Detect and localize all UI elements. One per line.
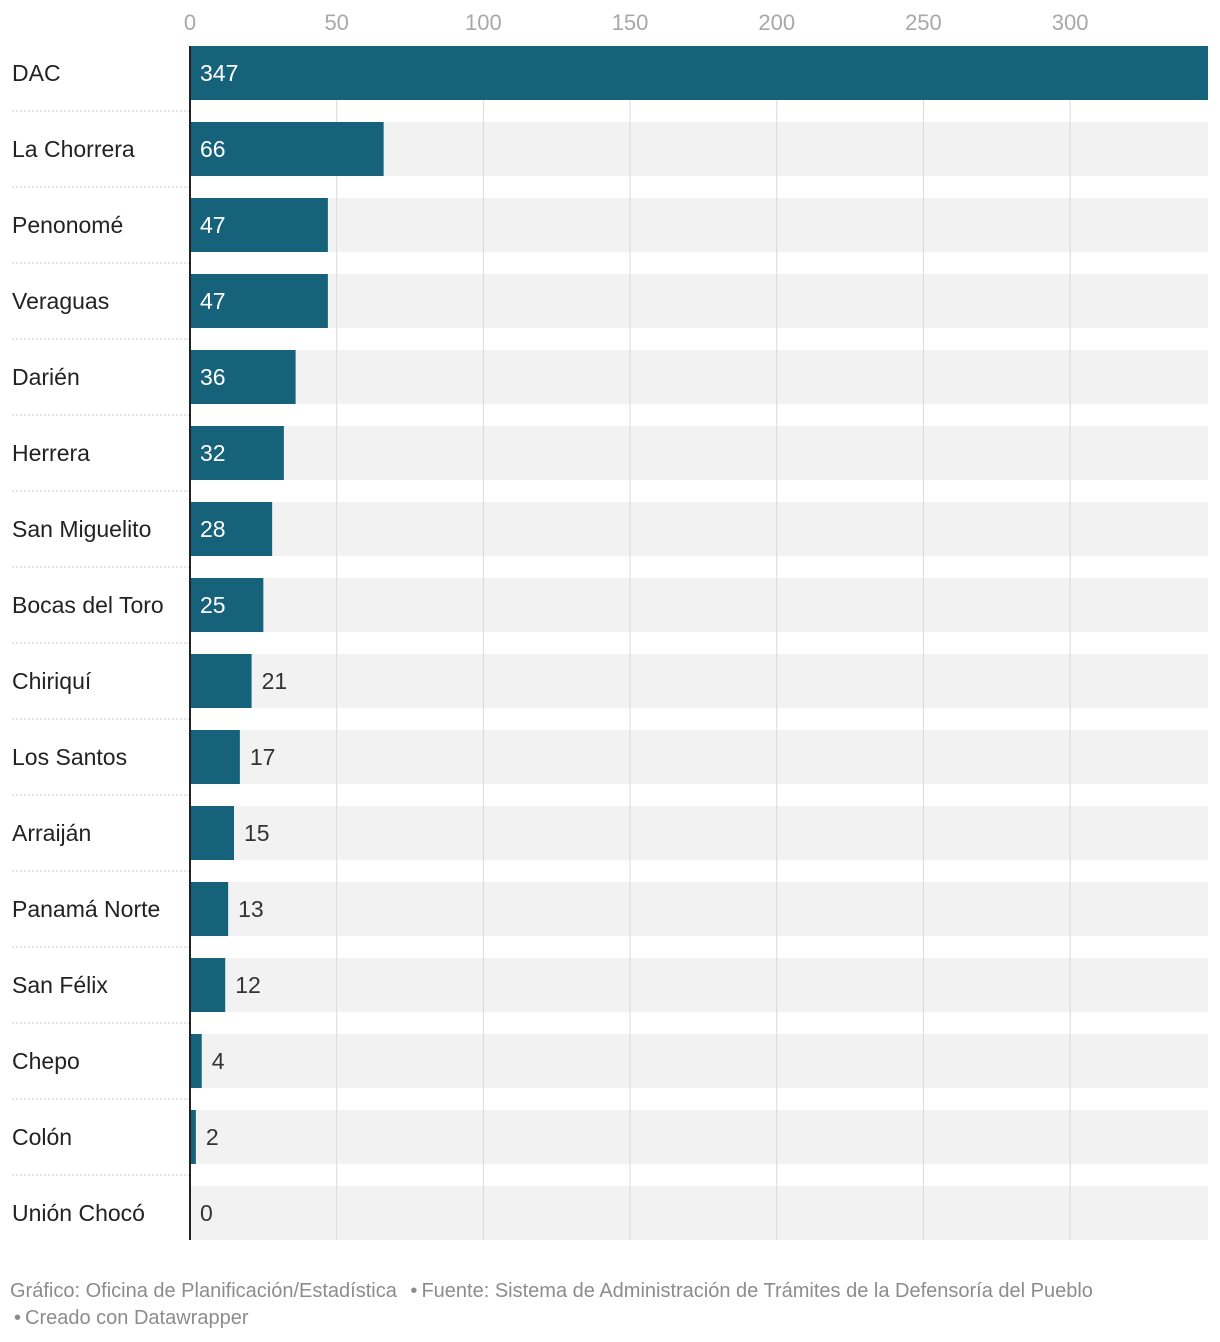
value-label: 28 (200, 516, 226, 542)
value-label: 15 (244, 820, 270, 846)
category-label: Penonomé (12, 212, 123, 238)
bar (190, 882, 229, 936)
value-label: 32 (200, 440, 226, 466)
bar-track (190, 578, 1208, 632)
value-label: 2 (206, 1124, 219, 1150)
bar (190, 350, 296, 404)
value-label: 21 (262, 668, 288, 694)
bar (190, 122, 384, 176)
category-label: La Chorrera (12, 136, 135, 162)
bar (190, 958, 226, 1012)
category-label: Chiriquí (12, 668, 92, 694)
tick-label: 50 (324, 10, 348, 35)
bar-track (190, 654, 1208, 708)
value-label: 12 (235, 972, 261, 998)
bar (190, 274, 328, 328)
category-label: San Miguelito (12, 516, 151, 542)
value-labels: 347 66 47 47 36 32 28 25 21 17 15 13 12 4 2 0 (200, 60, 287, 1226)
category-label: Bocas del Toro (12, 592, 164, 618)
bar-track (190, 1186, 1208, 1240)
value-label: 47 (200, 288, 226, 314)
bar-track (190, 350, 1208, 404)
value-label: 4 (212, 1048, 225, 1074)
value-label: 47 (200, 212, 226, 238)
value-label: 13 (238, 896, 264, 922)
bar (190, 806, 235, 860)
bar (190, 1110, 196, 1164)
bar-track (190, 198, 1208, 252)
bar (190, 578, 264, 632)
bar-track (190, 274, 1208, 328)
bar-track (190, 958, 1208, 1012)
bar (190, 730, 240, 784)
tick-label: 150 (612, 10, 649, 35)
bar-track (190, 1034, 1208, 1088)
category-label: Colón (12, 1124, 72, 1150)
category-labels: DAC La Chorrera Penonomé Veraguas Darién Herr… (12, 60, 164, 1226)
value-label: 66 (200, 136, 226, 162)
bar-track (190, 1110, 1208, 1164)
bar-track (190, 502, 1208, 556)
x-axis-ticks: 0 50 100 150 200 250 300 (184, 10, 1089, 35)
bar (190, 1034, 202, 1088)
row-separators (12, 110, 190, 1176)
category-label: Los Santos (12, 744, 127, 770)
bar-track (190, 426, 1208, 480)
tick-label: 300 (1052, 10, 1089, 35)
tick-label: 250 (905, 10, 942, 35)
bar-track (190, 806, 1208, 860)
tick-label: 0 (184, 10, 196, 35)
grid-lines (336, 46, 1071, 1240)
credit-source: Fuente: Sistema de Administración de Trá… (421, 1280, 1093, 1302)
bar (190, 502, 273, 556)
category-label: Herrera (12, 440, 90, 466)
bar (190, 198, 328, 252)
chart-footer: Gráfico: Oficina de Planificación/Estadí… (10, 1278, 1210, 1332)
value-label: 347 (200, 60, 238, 86)
bar (190, 654, 252, 708)
tick-label: 100 (465, 10, 502, 35)
value-label: 36 (200, 364, 226, 390)
credit-graphic: Gráfico: Oficina de Planificación/Estadí… (10, 1280, 397, 1302)
bar-tracks (190, 46, 1208, 1240)
category-label: Arraiján (12, 820, 91, 846)
category-label: Darién (12, 364, 80, 390)
category-label: DAC (12, 60, 61, 86)
footer-bullet: • (14, 1307, 22, 1329)
bar (190, 426, 284, 480)
bars (190, 46, 1208, 1164)
credit-datawrapper: Creado con Datawrapper (25, 1307, 249, 1329)
category-label: Panamá Norte (12, 896, 160, 922)
category-label: Unión Chocó (12, 1200, 145, 1226)
bar-track (190, 730, 1208, 784)
category-label: Chepo (12, 1048, 80, 1074)
bar (190, 46, 1208, 100)
value-label: 25 (200, 592, 226, 618)
category-label: San Félix (12, 972, 108, 998)
bar-track (190, 882, 1208, 936)
tick-label: 200 (758, 10, 795, 35)
category-label: Veraguas (12, 288, 109, 314)
value-label: 17 (250, 744, 276, 770)
value-label: 0 (200, 1200, 213, 1226)
footer-bullet: • (410, 1280, 418, 1302)
